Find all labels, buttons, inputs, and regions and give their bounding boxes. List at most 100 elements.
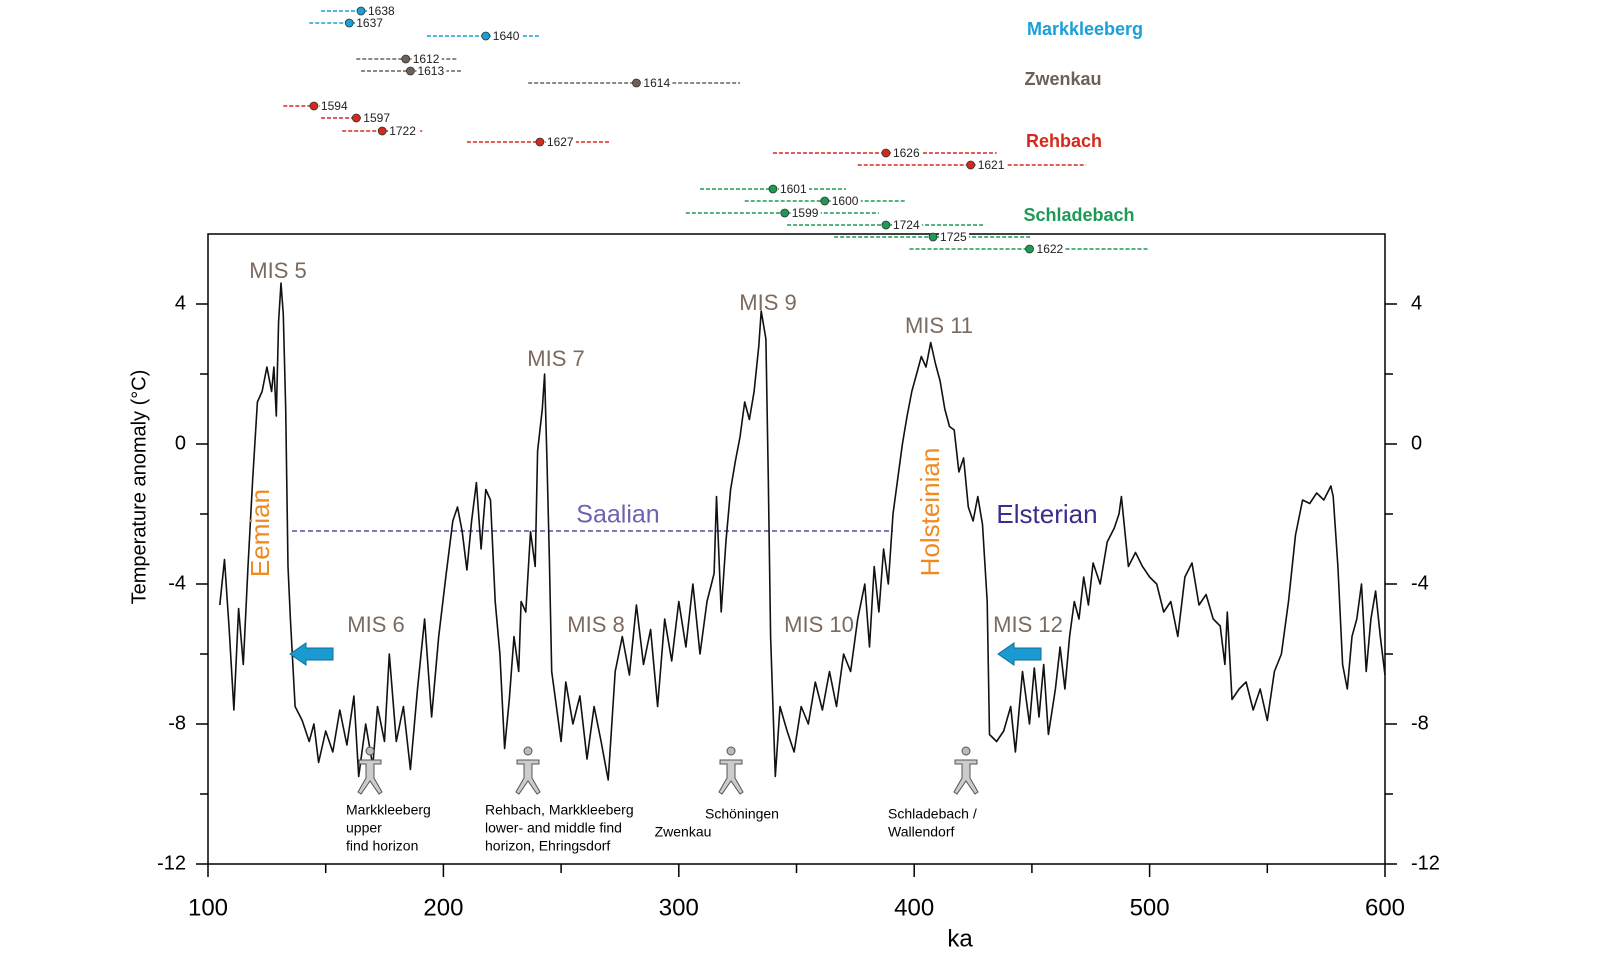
- sample-label: 1640: [493, 29, 520, 43]
- date-point: [881, 148, 891, 158]
- x-axis-label: ka: [947, 925, 973, 952]
- label-bg: [362, 112, 393, 124]
- date-point: [535, 137, 545, 147]
- label-bg: [830, 195, 861, 207]
- date-point: [344, 18, 354, 28]
- figure-icon: [726, 746, 736, 756]
- site-label: Markkleeberg: [346, 802, 431, 818]
- date-point: [1025, 244, 1034, 254]
- temperature-line: [219, 282, 1386, 781]
- y2-tick-label: -8: [1411, 712, 1429, 734]
- arrow: [289, 642, 334, 666]
- mis-label: MIS 6: [347, 612, 404, 637]
- date-point: [356, 6, 366, 16]
- date-point: [820, 196, 830, 206]
- y-tick-label: 4: [175, 292, 186, 314]
- date-point: [768, 184, 778, 194]
- date-point: [881, 220, 891, 230]
- site-label: Wallendorf: [888, 824, 955, 840]
- figure-icon: [365, 746, 375, 756]
- y-axis-label: Temperature anomaly (°C): [128, 370, 150, 605]
- site-label: Schladebach /: [888, 806, 977, 822]
- mis-label: MIS 9: [739, 290, 796, 315]
- y-tick-label: -4: [168, 572, 186, 594]
- label-bg: [939, 231, 970, 243]
- x-tick-label: 500: [1130, 894, 1170, 921]
- date-point: [966, 160, 976, 170]
- label-bg: [1035, 243, 1066, 255]
- x-tick-label: 200: [423, 894, 463, 921]
- site-label: upper: [346, 820, 382, 836]
- site-name: Schladebach: [1023, 205, 1134, 225]
- stage-label: Saalian: [576, 501, 659, 529]
- sample-label: 1613: [417, 64, 444, 78]
- mis-label: MIS 12: [993, 612, 1063, 637]
- site-label: Schöningen: [705, 806, 779, 822]
- sample-label: 1612: [413, 52, 440, 66]
- stage-label: Elsterian: [996, 499, 1097, 529]
- mis-label: MIS 7: [527, 346, 584, 371]
- figure-icon: [961, 746, 971, 756]
- figure-icon: [953, 759, 979, 795]
- sample-label: 1722: [389, 124, 416, 138]
- x-tick-label: 400: [894, 894, 934, 921]
- site-name: Zwenkau: [1024, 69, 1101, 89]
- y-tick-label: -8: [168, 712, 186, 734]
- sample-label: 1725: [940, 230, 967, 244]
- date-point: [780, 208, 790, 218]
- label-bg: [790, 207, 821, 219]
- plot-frame: [207, 233, 1386, 865]
- label-bg: [976, 159, 1007, 171]
- site-label: lower- and middle find: [485, 820, 622, 836]
- sample-label: 1626: [893, 146, 920, 160]
- figure-icon: [523, 746, 533, 756]
- date-point: [377, 126, 387, 136]
- mis-label: MIS 11: [905, 313, 973, 338]
- x-tick-label: 100: [188, 894, 228, 921]
- date-point: [406, 66, 415, 76]
- site-name: Markkleeberg: [1027, 19, 1143, 39]
- label-bg: [891, 219, 922, 231]
- date-point: [309, 101, 319, 111]
- figure-icon: [718, 759, 744, 795]
- site-label: Rehbach, Markkleeberg: [485, 802, 634, 818]
- date-point: [401, 54, 411, 64]
- y2-tick-label: -4: [1411, 572, 1429, 594]
- x-tick-label: 300: [659, 894, 699, 921]
- label-bg: [416, 65, 447, 77]
- sample-label: 1638: [368, 4, 395, 18]
- label-bg: [891, 147, 922, 159]
- sample-label: 1614: [643, 76, 670, 90]
- sample-label: 1637: [356, 16, 383, 30]
- sample-label: 1594: [321, 99, 348, 113]
- x-tick-label: 600: [1365, 894, 1405, 921]
- y-tick-label: 0: [175, 432, 186, 454]
- label-bg: [778, 183, 809, 195]
- site-label: horizon, Ehringsdorf: [485, 838, 610, 854]
- label-bg: [545, 136, 576, 148]
- sample-label: 1601: [780, 182, 807, 196]
- stage-label: Holsteinian: [915, 448, 945, 577]
- sample-label: 1600: [832, 194, 859, 208]
- label-bg: [388, 125, 419, 137]
- sample-label: 1599: [792, 206, 819, 220]
- sample-label: 1627: [547, 135, 574, 149]
- site-label: find horizon: [346, 838, 418, 854]
- date-point: [481, 31, 491, 41]
- label-bg: [367, 5, 398, 17]
- sample-label: 1724: [893, 218, 920, 232]
- y2-tick-label: 0: [1411, 432, 1422, 454]
- mis-label: MIS 8: [567, 612, 624, 637]
- figure-icon: [357, 759, 383, 795]
- mis-label: MIS 10: [784, 612, 854, 637]
- arrow: [997, 642, 1042, 666]
- sample-label: 1621: [978, 158, 1005, 172]
- y2-tick-label: -12: [1411, 852, 1440, 874]
- label-bg: [355, 17, 386, 29]
- y2-tick-label: 4: [1411, 292, 1422, 314]
- date-point: [928, 232, 938, 242]
- mis-label: MIS 5: [249, 258, 306, 283]
- sample-label: 1622: [1037, 242, 1064, 256]
- label-bg: [319, 100, 350, 112]
